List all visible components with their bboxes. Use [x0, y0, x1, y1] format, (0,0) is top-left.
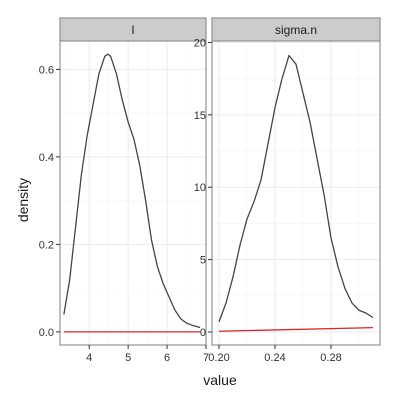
x-tick-label: 5: [125, 352, 131, 364]
plot-panel-background: [212, 41, 380, 345]
y-tick-label: 0.2: [39, 239, 54, 251]
y-tick-label: 15: [194, 110, 206, 122]
prior-density-line: [218, 326, 374, 332]
posterior-density-line: [218, 54, 374, 323]
y-axis-title: density: [15, 178, 31, 222]
posterior-density-line: [63, 53, 201, 329]
plot-panel-background: [60, 41, 206, 345]
y-tick-label: 0.0: [39, 327, 54, 339]
facet-strip-label: sigma.n: [275, 23, 317, 37]
y-tick-label: 10: [194, 182, 206, 194]
plot-panel-border: [211, 40, 381, 346]
x-tick-label: 7: [203, 352, 209, 364]
facet-panel-2: sigma.n 0.20 0.24 0.28 0 5 10 15 20: [194, 17, 381, 364]
x-axis-title: value: [203, 372, 237, 388]
facet-strip-label: l: [132, 23, 135, 37]
y-tick-label: 0.6: [39, 64, 54, 76]
y-tick-label: 20: [194, 37, 206, 49]
x-tick-label: 0.28: [320, 352, 341, 364]
x-tick-label: 4: [86, 352, 92, 364]
y-tick-label: 5: [200, 255, 206, 267]
x-tick-label: 0.24: [264, 352, 285, 364]
plot-panel-border: [59, 40, 207, 346]
x-tick-label: 6: [164, 352, 170, 364]
x-tick-label: 0.20: [208, 352, 229, 364]
y-tick-label: 0.4: [39, 152, 54, 164]
facet-panel-1: l 4 5 6 7 0.0 0.2 0.4 0.6: [39, 17, 209, 364]
y-tick-label: 0: [200, 327, 206, 339]
